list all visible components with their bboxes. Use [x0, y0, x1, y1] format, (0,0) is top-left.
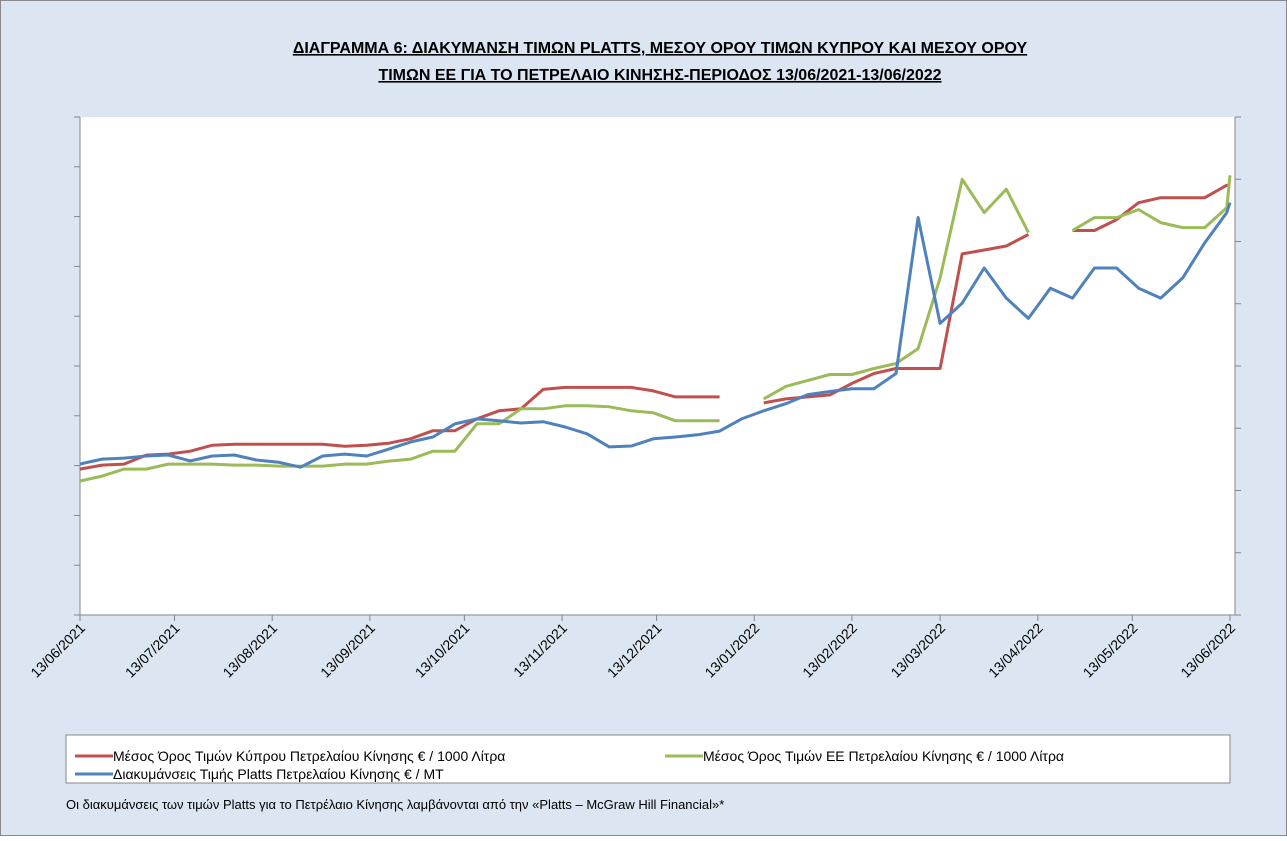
footnote: Οι διακυμάνσεις των τιμών Platts για το …: [66, 797, 724, 812]
plot-area: [80, 117, 1235, 615]
chart-title: ΤΙΜΩΝ ΕΕ ΓΙΑ ΤΟ ΠΕΤΡΕΛΑΙΟ ΚΙΝΗΣΗΣ-ΠΕΡΙΟΔ…: [378, 67, 941, 84]
legend: [65, 734, 1231, 784]
legend-label: Διακυμάνσεις Τιμής Platts Πετρελαίου Κίν…: [113, 766, 444, 782]
legend-label: Μέσος Όρος Τιμών ΕΕ Πετρελαίου Κίνησης €…: [703, 748, 1064, 764]
chart-title: ΔΙΑΓΡΑΜΜΑ 6: ΔΙΑΚΥΜΑΝΣΗ ΤΙΜΩΝ PLATTS, ΜΕ…: [293, 40, 1028, 57]
series-line: [79, 202, 1232, 469]
legend-label: Μέσος Όρος Τιμών Κύπρου Πετρελαίου Κίνησ…: [113, 748, 505, 764]
